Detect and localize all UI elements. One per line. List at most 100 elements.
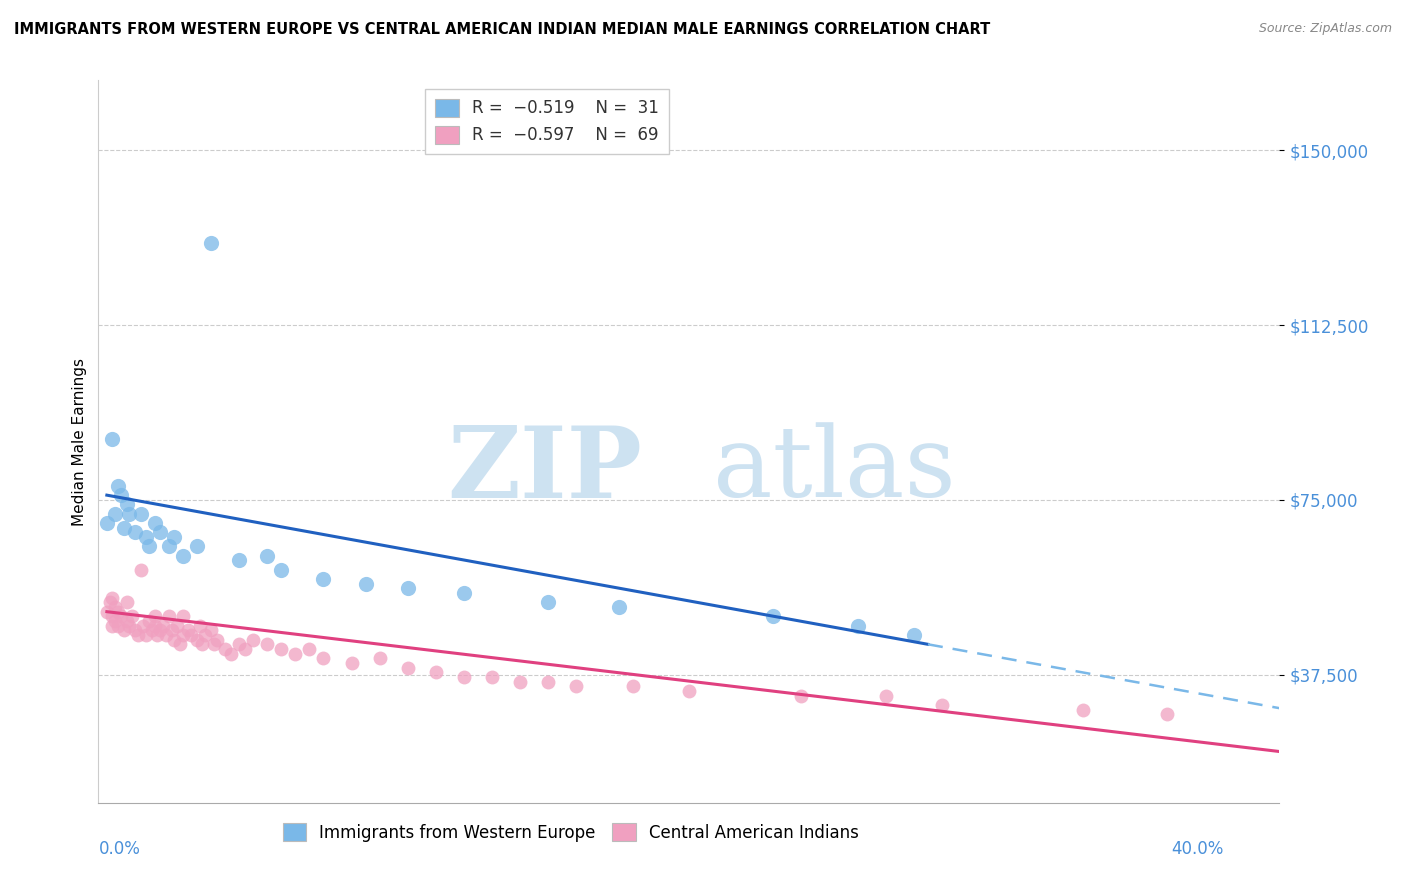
Point bbox=[155, 628, 177, 642]
Point bbox=[135, 530, 157, 544]
Point bbox=[191, 637, 214, 651]
Point bbox=[200, 624, 222, 638]
Point bbox=[115, 614, 138, 628]
Point bbox=[340, 656, 363, 670]
Point bbox=[509, 674, 531, 689]
Point bbox=[453, 586, 475, 600]
Point bbox=[172, 628, 194, 642]
Point bbox=[425, 665, 447, 680]
Point bbox=[101, 618, 124, 632]
Point bbox=[124, 624, 146, 638]
Point bbox=[141, 624, 163, 638]
Point bbox=[138, 614, 160, 628]
Point bbox=[129, 507, 152, 521]
Point bbox=[118, 618, 141, 632]
Point bbox=[104, 614, 127, 628]
Point bbox=[903, 628, 925, 642]
Point bbox=[368, 651, 391, 665]
Point bbox=[107, 479, 129, 493]
Point bbox=[172, 549, 194, 563]
Point bbox=[312, 651, 335, 665]
Point bbox=[188, 618, 211, 632]
Point bbox=[270, 563, 292, 577]
Point bbox=[200, 236, 222, 251]
Point bbox=[104, 507, 127, 521]
Point bbox=[284, 647, 307, 661]
Point bbox=[621, 679, 644, 693]
Point bbox=[163, 632, 186, 647]
Y-axis label: Median Male Earnings: Median Male Earnings bbox=[72, 358, 87, 525]
Point bbox=[104, 600, 127, 615]
Point bbox=[143, 516, 166, 530]
Point bbox=[270, 642, 292, 657]
Point bbox=[160, 624, 183, 638]
Point bbox=[481, 670, 503, 684]
Point bbox=[101, 432, 124, 446]
Point bbox=[157, 540, 180, 554]
Point bbox=[256, 549, 278, 563]
Point bbox=[110, 488, 132, 502]
Point bbox=[1156, 707, 1178, 722]
Point bbox=[166, 618, 188, 632]
Point bbox=[219, 647, 242, 661]
Point bbox=[762, 609, 785, 624]
Point bbox=[96, 516, 118, 530]
Point bbox=[98, 595, 121, 609]
Point bbox=[118, 507, 141, 521]
Point bbox=[101, 591, 124, 605]
Point bbox=[678, 684, 700, 698]
Point bbox=[172, 609, 194, 624]
Point bbox=[194, 628, 217, 642]
Point bbox=[143, 609, 166, 624]
Point bbox=[565, 679, 588, 693]
Point bbox=[107, 618, 129, 632]
Point bbox=[233, 642, 256, 657]
Point bbox=[169, 637, 191, 651]
Point bbox=[1071, 702, 1094, 716]
Point bbox=[214, 642, 236, 657]
Point bbox=[242, 632, 264, 647]
Point bbox=[205, 632, 228, 647]
Point bbox=[186, 540, 208, 554]
Point bbox=[152, 618, 174, 632]
Point bbox=[115, 595, 138, 609]
Point bbox=[931, 698, 953, 712]
Point bbox=[135, 628, 157, 642]
Point bbox=[228, 553, 250, 567]
Point bbox=[112, 624, 135, 638]
Point bbox=[112, 521, 135, 535]
Point bbox=[138, 540, 160, 554]
Point bbox=[115, 498, 138, 512]
Point bbox=[177, 624, 200, 638]
Point bbox=[537, 595, 560, 609]
Point bbox=[121, 609, 143, 624]
Text: atlas: atlas bbox=[713, 423, 955, 518]
Text: IMMIGRANTS FROM WESTERN EUROPE VS CENTRAL AMERICAN INDIAN MEDIAN MALE EARNINGS C: IMMIGRANTS FROM WESTERN EUROPE VS CENTRA… bbox=[14, 22, 990, 37]
Legend: Immigrants from Western Europe, Central American Indians: Immigrants from Western Europe, Central … bbox=[276, 817, 866, 848]
Point bbox=[107, 605, 129, 619]
Point bbox=[298, 642, 321, 657]
Point bbox=[149, 525, 172, 540]
Point bbox=[846, 618, 869, 632]
Point bbox=[163, 530, 186, 544]
Text: 0.0%: 0.0% bbox=[98, 840, 141, 858]
Point bbox=[396, 582, 419, 596]
Point bbox=[312, 572, 335, 586]
Point bbox=[149, 624, 172, 638]
Point bbox=[537, 674, 560, 689]
Point bbox=[132, 618, 155, 632]
Point bbox=[875, 689, 897, 703]
Point bbox=[256, 637, 278, 651]
Text: ZIP: ZIP bbox=[447, 422, 641, 519]
Point bbox=[146, 628, 169, 642]
Text: 40.0%: 40.0% bbox=[1171, 840, 1223, 858]
Point bbox=[96, 605, 118, 619]
Point bbox=[157, 609, 180, 624]
Point bbox=[129, 563, 152, 577]
Point bbox=[110, 609, 132, 624]
Point bbox=[202, 637, 225, 651]
Point bbox=[101, 609, 124, 624]
Point bbox=[143, 618, 166, 632]
Point bbox=[790, 689, 813, 703]
Point bbox=[186, 632, 208, 647]
